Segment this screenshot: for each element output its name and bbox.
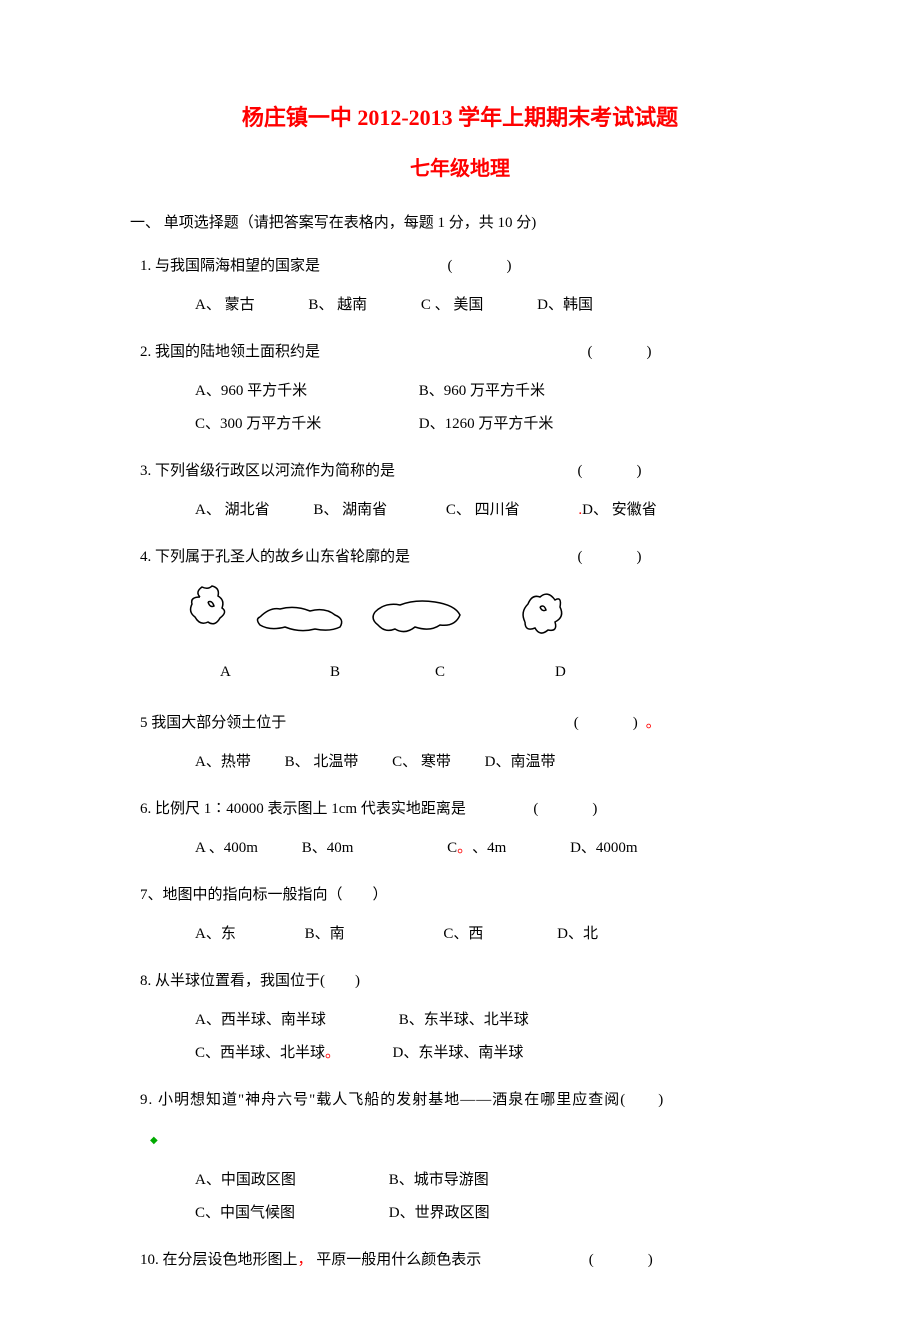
q9-text: 9. 小明想知道"神舟六号"载人飞船的发射基地——酒泉在哪里应查阅( ): [140, 1092, 664, 1108]
q1-opt-d: D、韩国: [537, 289, 593, 322]
q6-paren: ( ): [533, 801, 605, 817]
q1-opt-c: C 、 美国: [421, 289, 484, 322]
q9-opt-b: B、城市导游图: [389, 1172, 489, 1188]
q3-paren: ( ): [578, 463, 650, 479]
q6-opt-b: B、40m: [302, 832, 354, 865]
question-2: 2. 我国的陆地领土面积约是 ( ) A、960 平方千米 B、960 万平方千…: [140, 336, 780, 441]
q9-opt-d: D、世界政区图: [389, 1205, 490, 1221]
q4-label-c: C: [435, 656, 555, 689]
q5-text: 5 我国大部分领土位于: [140, 715, 286, 731]
q3-opt-c: C、 四川省: [446, 494, 520, 527]
q6-opt-c-suffix: 、4m: [472, 832, 506, 865]
q5-dot: 。: [646, 715, 661, 731]
q3-opt-d: D、 安徽省: [582, 502, 657, 518]
q2-opt-d: D、1260 万平方千米: [419, 416, 554, 432]
q4-label-a: A: [220, 656, 330, 689]
q9-opt-c: C、中国气候图: [195, 1197, 385, 1230]
question-9: 9. 小明想知道"神舟六号"载人飞船的发射基地——酒泉在哪里应查阅( ) ◆ A…: [140, 1084, 780, 1230]
q4-paren: ( ): [578, 549, 650, 565]
q5-paren: ( ): [574, 715, 646, 731]
q6-opt-c-dot: 。: [457, 840, 472, 856]
q6-opt-c-prefix: C: [447, 840, 457, 856]
q6-text: 6. 比例尺 1∶40000 表示图上 1cm 代表实地距离是: [140, 801, 466, 817]
question-3: 3. 下列省级行政区以河流作为简称的是 ( ) A、 湖北省 B、 湖南省 C、…: [140, 455, 780, 527]
q5-opt-a: A、热带: [195, 746, 251, 779]
q6-opt-d: D、4000m: [570, 840, 638, 856]
q2-opt-a: A、960 平方千米: [195, 375, 415, 408]
q5-opt-c: C、 寒带: [392, 746, 451, 779]
question-7: 7、地图中的指向标一般指向（ ） A、东 B、南 C、西 D、北: [140, 879, 780, 951]
q4-shapes: [140, 582, 780, 652]
q1-text: 1. 与我国隔海相望的国家是: [140, 258, 320, 274]
q4-label-d: D: [555, 656, 566, 689]
q1-opt-b: B、 越南: [308, 289, 367, 322]
question-1: 1. 与我国隔海相望的国家是 ( ) A、 蒙古 B、 越南 C 、 美国 D、…: [140, 250, 780, 322]
q7-text: 7、地图中的指向标一般指向（ ）: [140, 887, 388, 903]
q3-opt-b: B、 湖南省: [313, 494, 387, 527]
title-main: 杨庄镇一中 2012-2013 学年上期期末考试试题: [140, 100, 780, 132]
title-sub: 七年级地理: [140, 152, 780, 181]
q8-opt-b: B、东半球、北半球: [399, 1012, 529, 1028]
q2-paren: ( ): [588, 344, 660, 360]
q9-opt-a: A、中国政区图: [195, 1164, 385, 1197]
q5-opt-d: D、南温带: [485, 754, 556, 770]
q6-opt-a: A 、400m: [195, 832, 258, 865]
q8-opt-a: A、西半球、南半球: [195, 1004, 395, 1037]
question-6: 6. 比例尺 1∶40000 表示图上 1cm 代表实地距离是 ( ) A 、4…: [140, 793, 780, 865]
q4-text: 4. 下列属于孔圣人的故乡山东省轮廓的是: [140, 549, 410, 565]
q7-opt-d: D、北: [557, 926, 598, 942]
q2-opt-c: C、300 万平方千米: [195, 408, 415, 441]
q5-opt-b: B、 北温带: [285, 746, 359, 779]
q4-labels: A B C D: [140, 656, 780, 689]
q10-text-prefix: 10. 在分层设色地形图上: [140, 1252, 298, 1268]
question-8: 8. 从半球位置看，我国位于( ) A、西半球、南半球 B、东半球、北半球 C、…: [140, 965, 780, 1070]
q8-opt-c-prefix: C、西半球、北半球: [195, 1045, 325, 1061]
q8-opt-d: D、东半球、南半球: [393, 1045, 524, 1061]
q1-paren: ( ): [448, 258, 520, 274]
q7-opt-a: A、东: [195, 918, 236, 951]
q10-text-dot: ，: [298, 1252, 313, 1268]
q9-green-dot: ◆: [150, 1135, 158, 1146]
q10-text-suffix: 平原一般用什么颜色表示: [313, 1252, 482, 1268]
q7-opt-b: B、南: [305, 918, 345, 951]
q2-text: 2. 我国的陆地领土面积约是: [140, 344, 320, 360]
q8-text: 8. 从半球位置看，我国位于( ): [140, 973, 360, 989]
shape-d: [510, 582, 580, 652]
q3-text: 3. 下列省级行政区以河流作为简称的是: [140, 463, 395, 479]
q2-opt-b: B、960 万平方千米: [419, 383, 545, 399]
question-4: 4. 下列属于孔圣人的故乡山东省轮廓的是 ( ) A B C D: [140, 541, 780, 689]
q10-paren: ( ): [589, 1252, 661, 1268]
shape-b: [250, 587, 360, 647]
question-10: 10. 在分层设色地形图上， 平原一般用什么颜色表示 ( ): [140, 1244, 780, 1277]
q1-opt-a: A、 蒙古: [195, 289, 255, 322]
shape-a: [180, 582, 250, 652]
q8-opt-c-dot: 。: [325, 1045, 340, 1061]
q7-opt-c: C、西: [443, 918, 483, 951]
q4-label-b: B: [330, 656, 435, 689]
section-header: 一、 单项选择题（请把答案写在表格内，每题 1 分，共 10 分): [130, 211, 780, 232]
q3-opt-a: A、 湖北省: [195, 494, 270, 527]
question-5: 5 我国大部分领土位于 ( )。 A、热带 B、 北温带 C、 寒带 D、南温带: [140, 707, 780, 779]
shape-c: [360, 587, 490, 647]
